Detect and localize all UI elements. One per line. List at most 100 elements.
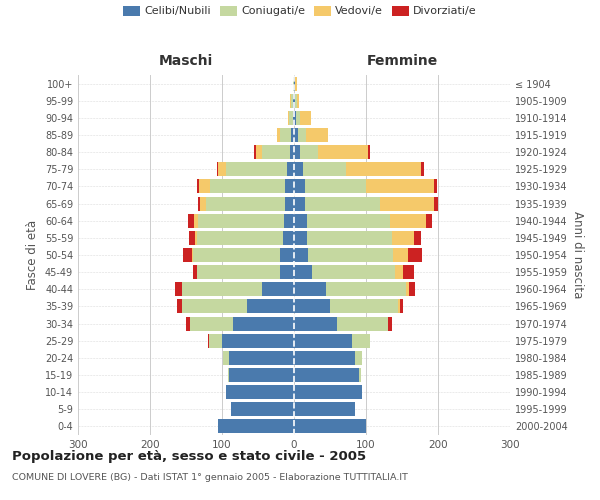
Bar	[305, 196, 380, 210]
Bar	[380, 196, 434, 210]
Bar	[294, 145, 300, 159]
Bar	[307, 214, 390, 228]
Bar	[307, 231, 392, 245]
Bar	[330, 300, 398, 314]
Bar	[286, 196, 294, 210]
Bar	[206, 196, 286, 210]
Bar	[228, 368, 229, 382]
Bar	[294, 76, 295, 90]
Bar	[262, 282, 294, 296]
Bar	[318, 145, 368, 159]
Bar	[229, 351, 294, 365]
Bar	[291, 94, 293, 108]
Bar	[290, 145, 294, 159]
Bar	[294, 385, 362, 399]
Bar	[247, 300, 294, 314]
Bar	[297, 94, 299, 108]
Bar	[388, 316, 392, 330]
Bar	[366, 180, 434, 194]
Bar	[302, 162, 346, 176]
Bar	[305, 180, 366, 194]
Bar	[294, 351, 355, 365]
Bar	[294, 248, 308, 262]
Bar	[306, 128, 328, 142]
Bar	[294, 282, 326, 296]
Y-axis label: Fasce di età: Fasce di età	[26, 220, 39, 290]
Bar	[197, 231, 283, 245]
Bar	[294, 420, 366, 434]
Bar	[294, 265, 312, 279]
Bar	[254, 145, 256, 159]
Bar	[218, 162, 226, 176]
Text: Femmine: Femmine	[367, 54, 437, 68]
Bar	[398, 300, 400, 314]
Bar	[337, 316, 388, 330]
Bar	[230, 402, 294, 416]
Bar	[395, 265, 403, 279]
Bar	[186, 316, 190, 330]
Bar	[346, 162, 421, 176]
Bar	[434, 180, 437, 194]
Bar	[223, 351, 229, 365]
Bar	[300, 111, 311, 125]
Bar	[286, 180, 294, 194]
Bar	[192, 248, 193, 262]
Bar	[277, 128, 280, 142]
Bar	[390, 214, 426, 228]
Bar	[294, 334, 352, 347]
Bar	[200, 196, 206, 210]
Bar	[280, 128, 291, 142]
Bar	[294, 300, 330, 314]
Bar	[197, 265, 280, 279]
Bar	[280, 265, 294, 279]
Bar	[284, 214, 294, 228]
Bar	[287, 111, 289, 125]
Bar	[176, 300, 182, 314]
Bar	[287, 162, 294, 176]
Bar	[413, 231, 421, 245]
Bar	[197, 214, 284, 228]
Bar	[394, 248, 408, 262]
Bar	[300, 145, 318, 159]
Bar	[199, 180, 210, 194]
Bar	[193, 248, 280, 262]
Bar	[256, 145, 262, 159]
Text: Popolazione per età, sesso e stato civile - 2005: Popolazione per età, sesso e stato civil…	[12, 450, 366, 463]
Bar	[194, 214, 197, 228]
Bar	[294, 128, 298, 142]
Bar	[194, 231, 197, 245]
Bar	[406, 282, 409, 296]
Bar	[289, 111, 293, 125]
Bar	[294, 94, 295, 108]
Bar	[293, 111, 294, 125]
Bar	[352, 334, 370, 347]
Bar	[294, 111, 296, 125]
Bar	[294, 368, 359, 382]
Bar	[182, 300, 247, 314]
Bar	[392, 231, 413, 245]
Bar	[326, 282, 406, 296]
Bar	[229, 368, 294, 382]
Text: Maschi: Maschi	[159, 54, 213, 68]
Bar	[295, 76, 297, 90]
Bar	[294, 180, 305, 194]
Bar	[308, 248, 394, 262]
Bar	[210, 180, 286, 194]
Bar	[434, 196, 438, 210]
Bar	[262, 145, 290, 159]
Bar	[294, 402, 355, 416]
Bar	[294, 231, 307, 245]
Bar	[298, 128, 306, 142]
Bar	[182, 282, 262, 296]
Bar	[294, 162, 302, 176]
Bar	[294, 316, 337, 330]
Bar	[355, 351, 362, 365]
Bar	[368, 145, 370, 159]
Bar	[193, 265, 197, 279]
Bar	[293, 76, 294, 90]
Bar	[359, 368, 361, 382]
Bar	[209, 334, 222, 347]
Bar	[280, 248, 294, 262]
Bar	[190, 316, 233, 330]
Bar	[226, 385, 294, 399]
